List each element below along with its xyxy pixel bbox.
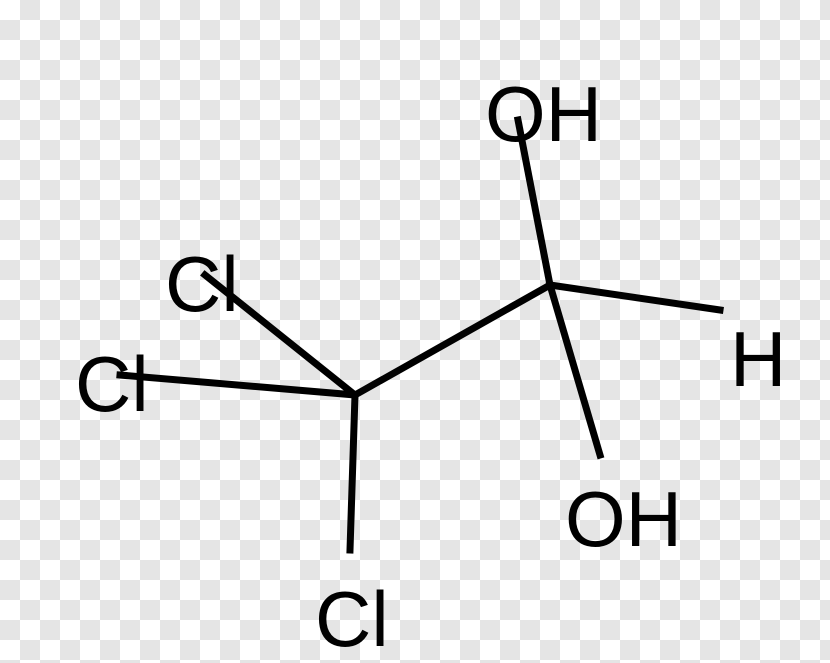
atom-label-cl-left: Cl <box>75 345 149 423</box>
bond-line <box>550 285 720 310</box>
atom-label-oh-lower: OH <box>565 480 682 558</box>
atom-label-cl-lower: Cl <box>315 580 389 658</box>
bond-line <box>550 285 600 455</box>
atom-label-cl-upper: Cl <box>165 245 239 323</box>
bond-line <box>355 285 550 395</box>
bond-line <box>350 395 355 550</box>
atom-label-oh-upper: OH <box>485 75 602 153</box>
bond-line <box>120 375 355 395</box>
atom-label-h-right: H <box>730 320 786 398</box>
molecule-svg <box>0 0 830 663</box>
